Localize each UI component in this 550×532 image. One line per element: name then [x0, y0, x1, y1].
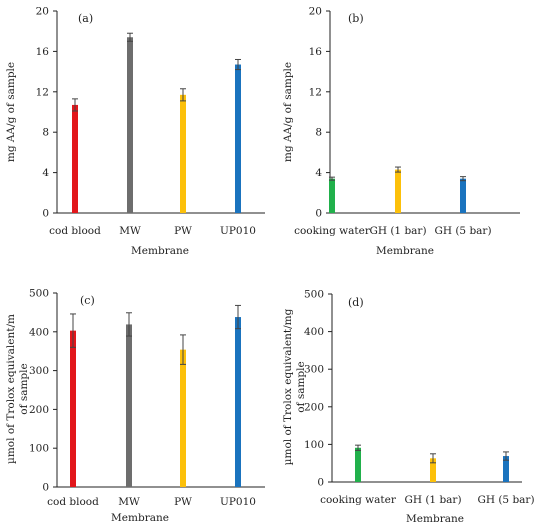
bar [126, 324, 132, 487]
x-axis-title: Membrane [131, 245, 189, 257]
y-axis-title: mg AA/g of sample [282, 62, 294, 162]
y-tick-label: 12 [309, 86, 322, 98]
y-tick-label: 400 [304, 326, 324, 338]
y-tick-label: 400 [29, 326, 49, 338]
y-tick-label: 20 [36, 6, 49, 18]
y-tick-label: 0 [42, 208, 49, 220]
panel-label: (a) [78, 12, 93, 25]
y-tick-label: 4 [42, 167, 49, 179]
x-tick-label: cooking water [294, 225, 371, 237]
y-tick-label: 0 [317, 477, 324, 489]
x-tick-label: UP010 [220, 496, 256, 508]
y-tick-label: 300 [304, 364, 324, 376]
y-tick-label: 0 [315, 208, 322, 220]
x-tick-label: PW [174, 496, 192, 508]
bar [72, 104, 78, 213]
x-tick-label: GH (1 bar) [404, 494, 461, 506]
y-axis-title: mg AA/g of sample [5, 62, 17, 162]
y-tick-label: 16 [309, 46, 323, 58]
x-axis-title: Membrane [376, 245, 434, 257]
chart-panel-2: 0 4 8 12 16 20 cooking water GH (1 bar) GH (5 ba… [282, 6, 520, 257]
y-axis-title: µmol of Trolox equivalent/mgof sample [282, 308, 307, 465]
y-tick-label: 8 [315, 127, 322, 139]
x-axis-title: Membrane [406, 513, 464, 525]
panel-label: (b) [348, 12, 364, 25]
y-tick-label: 500 [304, 289, 324, 301]
bar [460, 178, 466, 213]
bar [235, 317, 241, 487]
x-tick-label: MW [118, 496, 140, 508]
y-axis-title: µmol of Trolox equivalent/mof sample [5, 314, 30, 464]
bar [395, 169, 401, 213]
x-tick-label: GH (5 bar) [434, 225, 491, 237]
chart-panel-1: 0 4 8 12 16 20 cod blood MW PW UP010 (a) Membrane mg… [5, 6, 265, 257]
y-tick-label: 200 [304, 401, 324, 413]
x-tick-label: cooking water [320, 494, 397, 506]
bar [180, 349, 186, 487]
y-tick-label: 500 [29, 288, 49, 300]
x-tick-label: GH (1 bar) [369, 225, 426, 237]
chart-panel-3: 0 100 200 300 400 500 cod blood MW PW UP010 (c) Mem… [5, 288, 265, 524]
y-axis-title-line: of sample [18, 363, 30, 414]
y-tick-label: 300 [29, 365, 49, 377]
bar [235, 64, 241, 213]
y-axis-title-line: µmol of Trolox equivalent/m [5, 314, 17, 464]
x-axis-title: Membrane [111, 512, 169, 524]
chart-panel-4: 0 100 200 300 400 500 cooking water GH (1 bar) G… [282, 289, 535, 526]
y-axis-title-line: mg AA/g of sample [282, 62, 294, 162]
y-tick-label: 200 [29, 404, 49, 416]
y-tick-label: 8 [42, 127, 49, 139]
y-tick-label: 4 [315, 167, 322, 179]
y-axis-title-line: mg AA/g of sample [5, 62, 17, 162]
bar [329, 178, 335, 213]
y-tick-label: 12 [36, 86, 49, 98]
y-tick-label: 20 [309, 6, 322, 18]
bar [127, 37, 133, 214]
y-tick-label: 0 [42, 482, 49, 494]
x-tick-label: GH (5 bar) [477, 494, 534, 506]
panel-label: (d) [348, 296, 364, 309]
bar [430, 458, 436, 482]
y-axis-title-line: of sample [295, 361, 307, 412]
y-tick-label: 100 [29, 443, 49, 455]
bar [70, 330, 76, 487]
bar [355, 447, 361, 482]
x-tick-label: UP010 [220, 225, 256, 237]
panel-label: (c) [80, 294, 95, 307]
bar [180, 94, 186, 213]
x-tick-label: cod blood [47, 496, 99, 508]
y-axis-title-line: µmol of Trolox equivalent/mg [282, 308, 294, 465]
y-tick-label: 100 [304, 439, 324, 451]
x-tick-label: MW [119, 225, 141, 237]
bar [503, 456, 509, 482]
y-tick-label: 16 [36, 46, 50, 58]
x-tick-label: PW [174, 225, 192, 237]
x-tick-label: cod blood [49, 225, 101, 237]
